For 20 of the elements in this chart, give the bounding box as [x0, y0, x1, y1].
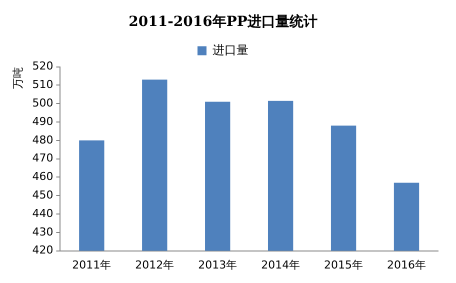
x-tick-label: 2013年: [198, 258, 238, 272]
y-tick-label: 430: [32, 225, 54, 238]
y-tick-label: 470: [32, 152, 54, 165]
x-tick-label: 2014年: [261, 258, 300, 272]
x-tick-label: 2011年: [72, 258, 112, 272]
y-tick-label: 450: [32, 188, 54, 202]
x-tick-label: 2016年: [387, 258, 426, 272]
y-tick-label: 520: [32, 60, 54, 73]
x-tick-label: 2012年: [135, 258, 174, 272]
y-tick-label: 510: [32, 78, 54, 92]
chart-title: 2011-2016年PP进口量统计: [128, 13, 318, 30]
y-tick-label: 460: [32, 170, 54, 184]
y-tick-label: 480: [32, 133, 54, 146]
y-axis-title: 万吨: [11, 66, 24, 89]
y-tick-label: 440: [32, 206, 54, 220]
y-tick-label: 420: [32, 244, 54, 257]
x-tick-label: 2015年: [324, 258, 364, 272]
y-tick-label: 490: [32, 114, 54, 128]
y-tick-label: 500: [32, 96, 54, 110]
legend-label: 进口量: [212, 42, 248, 57]
